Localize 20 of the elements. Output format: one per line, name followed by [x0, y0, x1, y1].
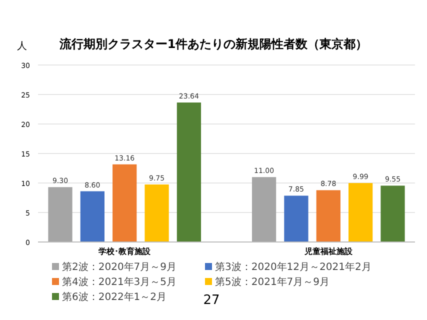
bar	[112, 164, 137, 242]
bar	[348, 183, 373, 242]
bar	[252, 177, 276, 242]
x-tick-label: 学校･教育施設	[98, 246, 152, 256]
legend-label: 第6波：2022年1～2月	[62, 291, 167, 303]
bar	[48, 187, 72, 242]
legend-label: 第4波：2021年3月～5月	[62, 276, 177, 288]
legend-label: 第3波：2020年12月～2021年2月	[215, 261, 372, 273]
x-tick-label: 児童福祉施設	[303, 246, 354, 256]
bar	[284, 196, 308, 242]
legend-label: 第2波：2020年7月～9月	[62, 261, 177, 273]
y-axis-title: 人	[17, 41, 27, 52]
chart-title: 流行期別クラスター1件あたりの新規陽性者数（東京都）	[58, 37, 368, 51]
bar	[144, 184, 169, 242]
bar	[176, 102, 202, 242]
legend-label: 第5波：2021年7月～9月	[215, 276, 330, 288]
bar	[80, 191, 104, 242]
bar	[380, 186, 405, 242]
text: 27	[203, 293, 220, 308]
bar	[316, 190, 340, 242]
